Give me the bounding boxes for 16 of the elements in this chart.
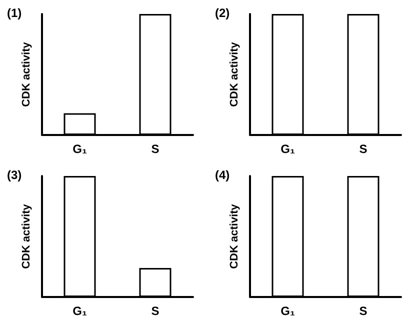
x-tick-label: S xyxy=(359,304,368,318)
x-tick-label: S xyxy=(359,142,368,156)
x-tick-label: G₁ xyxy=(72,142,87,156)
x-tick-label: G₁ xyxy=(280,142,295,156)
x-tick-label: G₁ xyxy=(72,304,87,318)
y-axis-title: CDK activity xyxy=(228,41,240,107)
x-tick-label: G₁ xyxy=(280,304,295,318)
y-axis-title: CDK activity xyxy=(20,41,32,107)
chart-title: (2) xyxy=(215,6,230,20)
chart-title: (3) xyxy=(7,168,22,182)
x-tick-label: S xyxy=(151,304,160,318)
y-axis-title: CDK activity xyxy=(20,203,32,269)
y-axis-title: CDK activity xyxy=(228,203,240,269)
chart-title: (1) xyxy=(7,6,22,20)
x-tick-label: S xyxy=(151,142,160,156)
chart-title: (4) xyxy=(215,168,230,182)
